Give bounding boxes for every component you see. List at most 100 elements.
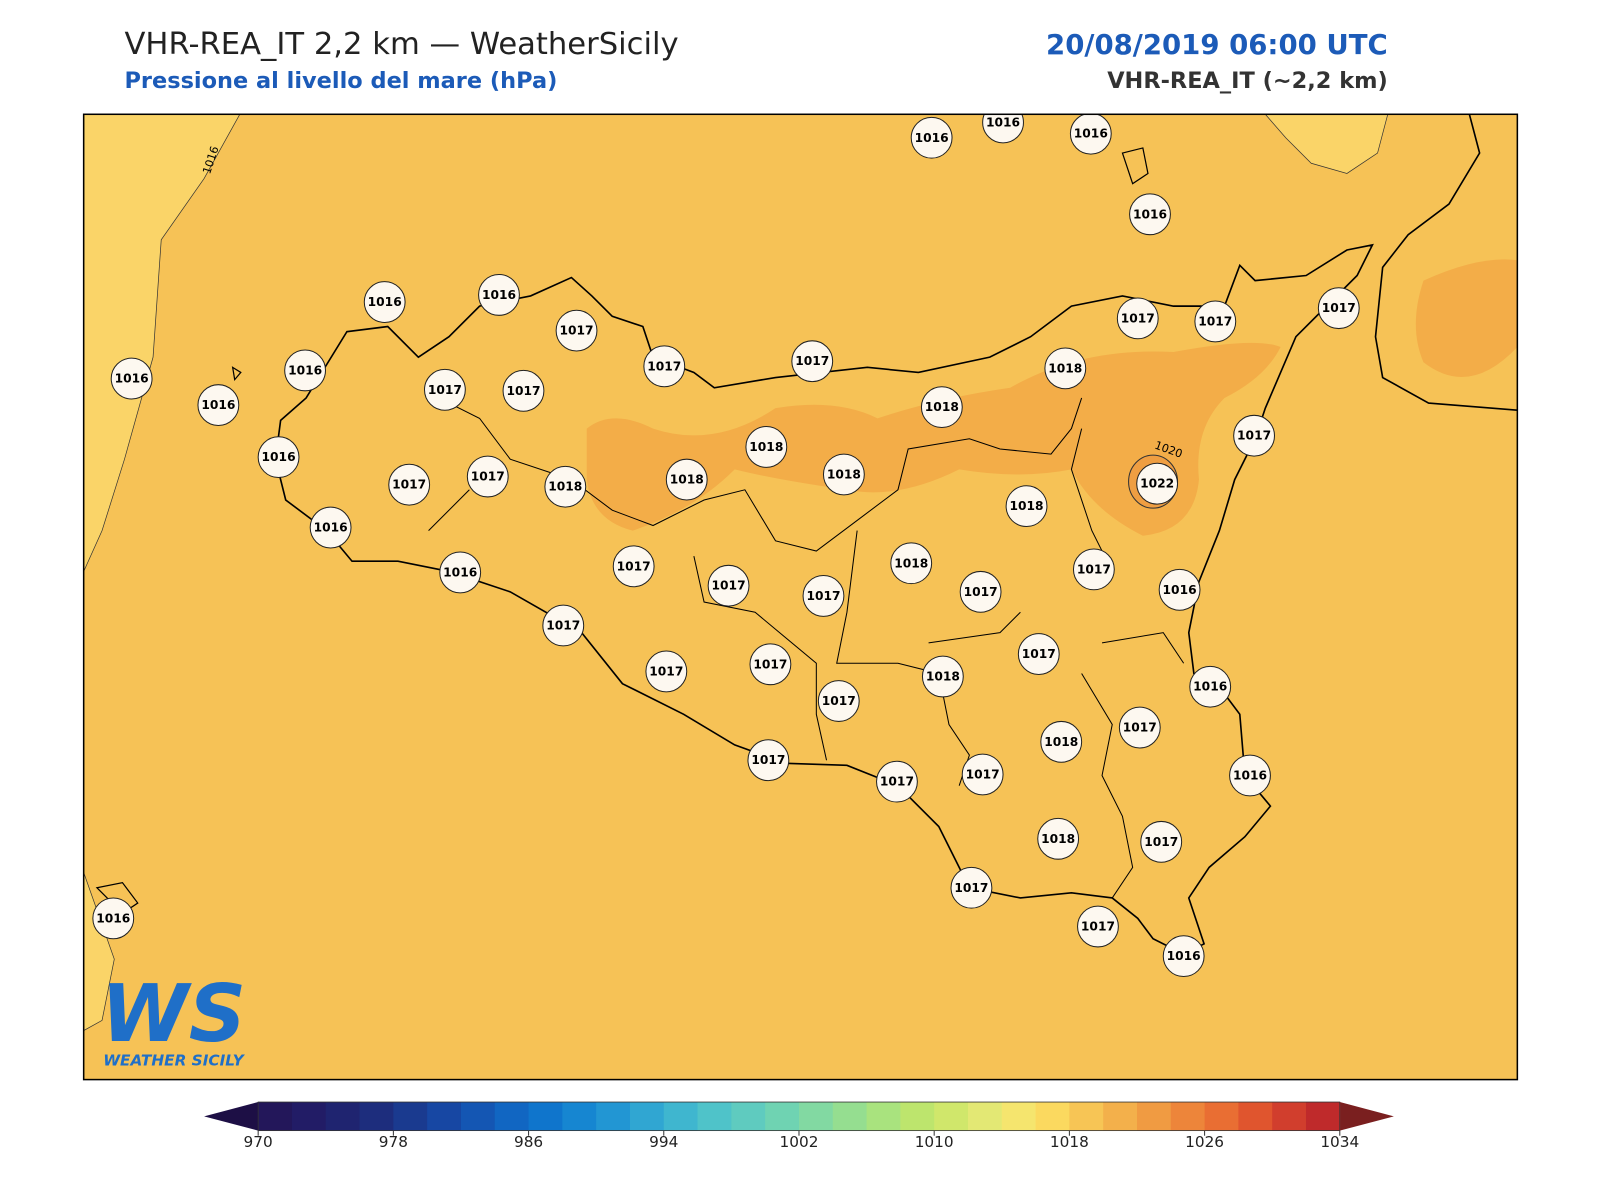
station-value: 1022 (1140, 477, 1174, 491)
station-marker (791, 340, 834, 383)
station-value: 1018 (1009, 499, 1043, 513)
station: 1018 (1040, 720, 1083, 763)
station-marker (707, 564, 750, 607)
station-value: 1017 (1081, 920, 1115, 934)
station-value: 1017 (806, 589, 840, 603)
station: 1022 (1136, 462, 1179, 505)
station-marker (961, 753, 1004, 796)
station-marker (92, 897, 135, 940)
pressure-area-high (586, 342, 1281, 536)
station-marker (1040, 720, 1083, 763)
station-marker (110, 357, 153, 400)
station-value: 1017 (1198, 314, 1232, 328)
station-value: 1016 (115, 372, 149, 386)
station: 1016 (1158, 568, 1201, 611)
pressure-area-low (1264, 114, 1389, 174)
station-marker (1136, 462, 1179, 505)
station-value: 1017 (506, 384, 540, 398)
colorbar-bin (1035, 1102, 1070, 1131)
logo-name: WEATHER SICILY (103, 1051, 245, 1069)
station-marker (959, 570, 1002, 613)
station: 1017 (1317, 287, 1360, 330)
colorbar-tick-label: 1034 (1320, 1133, 1359, 1151)
station-value: 1018 (926, 670, 960, 684)
station-value: 1016 (1074, 127, 1108, 141)
station-marker (950, 866, 993, 909)
station-value: 1017 (966, 767, 1000, 781)
colorbar-tick-label: 1002 (780, 1133, 819, 1151)
station-value: 1016 (1233, 769, 1267, 783)
station: 1016 (982, 114, 1024, 144)
station-value: 1017 (617, 559, 651, 573)
colorbar-tick-label: 970 (244, 1133, 273, 1151)
station-value: 1018 (925, 400, 959, 414)
station-marker (542, 604, 585, 647)
colorbar-bin (731, 1102, 766, 1131)
station-marker (1317, 287, 1360, 330)
datetime: 20/08/2019 06:00 UTC (1046, 29, 1388, 61)
station-value: 1017 (1121, 311, 1155, 325)
station: 1018 (665, 458, 708, 501)
station: 1018 (920, 386, 963, 429)
station-marker (1077, 905, 1119, 948)
station-value: 1016 (1167, 949, 1201, 963)
station: 1017 (1140, 820, 1183, 863)
station-value: 1017 (751, 753, 785, 767)
stations: 1016 1016 1016 1016 1016 1016 1017 1017 1017 1017… (92, 114, 1360, 978)
colorbar-bin (900, 1102, 935, 1131)
station-value: 1016 (368, 295, 402, 309)
station: 1017 (1077, 905, 1119, 948)
colorbar-tick-label: 986 (514, 1133, 543, 1151)
colorbar-tick-label: 1026 (1185, 1133, 1224, 1151)
colorbar: 970 978 986 994 1002 1010 1018 1026 1034 (204, 1101, 1394, 1151)
station: 1017 (876, 760, 918, 803)
map-frame (82, 113, 1519, 1081)
station-marker (1044, 347, 1087, 390)
colorbar-bin (1136, 1102, 1172, 1131)
colorbar-bin (359, 1102, 394, 1131)
colorbar-bin (1204, 1102, 1239, 1131)
station-marker (802, 575, 845, 617)
station: 1017 (388, 463, 431, 506)
colorbar-bin (1170, 1102, 1206, 1131)
station-marker (749, 643, 792, 686)
logo-mark: WS (101, 967, 246, 1060)
station: 1017 (817, 680, 860, 722)
colorbar-bin (1103, 1102, 1138, 1131)
station-marker (544, 465, 587, 508)
colorbar-tick-label: 978 (379, 1133, 408, 1151)
station-value: 1017 (795, 354, 829, 368)
station-value: 1016 (915, 131, 949, 145)
colorbar-bin (1272, 1102, 1307, 1131)
station-value: 1017 (428, 383, 462, 397)
station-marker (643, 345, 686, 388)
station-marker (1005, 485, 1048, 528)
station-marker (745, 426, 788, 468)
province-border (428, 428, 1185, 899)
station: 1016 (1129, 193, 1171, 236)
colorbar-extend-low (204, 1102, 259, 1131)
station-marker (284, 349, 327, 392)
coastline-calabria (1374, 114, 1518, 412)
colorbar-bin (1001, 1102, 1037, 1131)
station-value: 1016 (443, 565, 477, 579)
colorbar-tick-label: 1010 (915, 1133, 954, 1151)
station-marker (388, 463, 431, 506)
station-value: 1017 (822, 694, 856, 708)
station: 1017 (950, 866, 993, 909)
station-marker (1017, 633, 1060, 675)
station-value: 1018 (670, 473, 704, 487)
colorbar-bin (562, 1102, 597, 1131)
station: 1016 (284, 349, 327, 392)
station-marker (1118, 706, 1161, 749)
station-marker (1069, 114, 1112, 155)
station-value: 1017 (471, 470, 505, 484)
station: 1017 (959, 570, 1002, 613)
colorbar-bin (697, 1102, 732, 1131)
station-value: 1017 (1123, 721, 1157, 735)
station-value: 1017 (712, 579, 746, 593)
station-marker (890, 542, 933, 585)
station-value: 1017 (1022, 647, 1056, 661)
colorbar-bin (460, 1102, 496, 1131)
